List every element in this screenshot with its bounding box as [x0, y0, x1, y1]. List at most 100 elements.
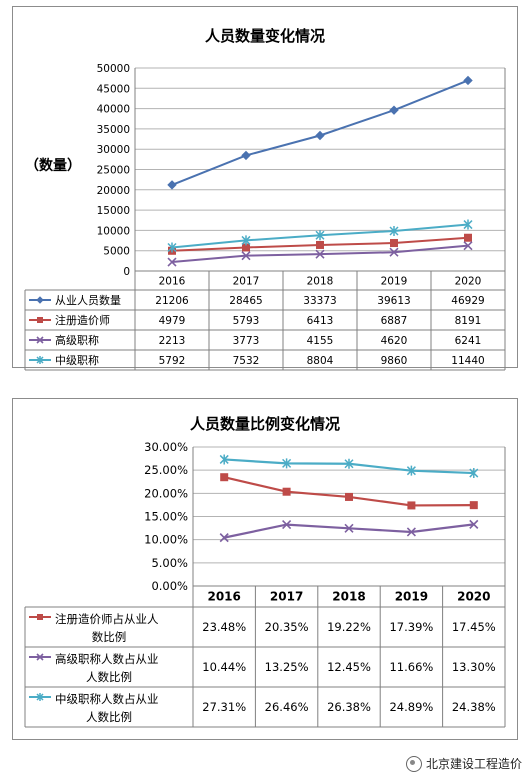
data-point [241, 235, 251, 246]
data-point [282, 520, 292, 530]
legend-label: 中级职称人数占从业 [55, 692, 159, 706]
data-point [344, 458, 354, 469]
data-label: 13.30% [452, 660, 496, 674]
data-point [241, 150, 251, 161]
data-label: 21206 [155, 295, 189, 307]
legend-label: 人数比例 [86, 710, 132, 724]
data-label: 46929 [451, 295, 484, 307]
data-label: 2213 [159, 335, 186, 347]
legend-marker [36, 356, 44, 364]
data-label: 12.45% [327, 660, 371, 674]
legend-marker [36, 653, 44, 661]
data-label: 5793 [233, 315, 260, 327]
x-tick-label: 2016 [207, 590, 240, 604]
x-tick-label: 2020 [457, 590, 490, 604]
legend-label: 注册造价师 [55, 313, 110, 327]
data-label: 24.89% [389, 700, 433, 714]
data-point [389, 247, 399, 257]
data-point [406, 465, 416, 476]
data-label: 33373 [303, 295, 336, 307]
data-point [167, 257, 177, 267]
data-label: 11440 [451, 355, 484, 367]
y-tick-label: 50000 [97, 63, 130, 75]
chart-panel-people-count: 人员数量变化情况 （数量） 50000 45000 40000 35000 30000 2… [12, 6, 518, 371]
x-tick-label: 2018 [332, 590, 365, 604]
data-label: 5792 [159, 355, 186, 367]
wechat-logo-icon [405, 755, 422, 772]
data-point [389, 105, 399, 115]
data-label: 39613 [377, 295, 410, 307]
data-label: 27.31% [202, 700, 246, 714]
data-label: 26.46% [265, 700, 309, 714]
y-tick-label: 40000 [97, 104, 130, 116]
data-point [315, 130, 325, 141]
data-point [464, 233, 472, 242]
y-tick-label: 10000 [97, 225, 130, 237]
legend-label: 人数比例 [86, 670, 132, 684]
x-tick-label: 2017 [233, 276, 260, 288]
watermark-text: 北京建设工程造价 [425, 757, 522, 771]
y-tick-label: 20.00% [144, 486, 188, 500]
data-point [469, 519, 479, 529]
data-point [220, 473, 229, 482]
y-tick-label: 10.00% [144, 533, 188, 547]
data-label: 6241 [455, 335, 482, 347]
data-point [407, 501, 416, 510]
series-line [223, 523, 474, 539]
y-tick-label: 5000 [103, 246, 130, 258]
y-tick-label: 15.00% [144, 510, 188, 524]
watermark: 北京建设工程造价 [405, 755, 522, 772]
legend-label: 从业人员数量 [55, 294, 121, 307]
y-tick-label: 0.00% [151, 579, 188, 593]
x-tick-label: 2020 [455, 276, 482, 288]
data-label: 4155 [307, 335, 334, 347]
data-label: 10.44% [202, 660, 246, 674]
y-tick-label: 20000 [97, 185, 130, 197]
data-label: 7532 [233, 355, 260, 367]
data-point [316, 240, 324, 249]
x-tick-label: 2018 [307, 276, 334, 288]
legend-label: 中级职称 [55, 353, 99, 367]
legend-label: 数比例 [92, 630, 127, 644]
data-point [406, 527, 416, 537]
chart-panel-people-ratio: 人员数量比例变化情况 30.00% 25.00% 20.00% 15.00% 10.00… [12, 398, 518, 740]
y-tick-label: 25000 [97, 165, 130, 177]
data-label: 20.35% [265, 620, 309, 634]
data-label: 8804 [307, 355, 334, 367]
data-point [463, 241, 473, 251]
legend-label: 注册造价师占从业人 [55, 612, 159, 626]
legend-marker [37, 317, 43, 323]
y-tick-label: 0 [123, 266, 130, 278]
x-tick-label: 2017 [270, 590, 303, 604]
y-tick-label: 45000 [97, 83, 130, 95]
chart-title: 人员数量变化情况 [204, 27, 325, 45]
people-count-chart: 5000045000400003500030000250002000015000… [24, 63, 506, 371]
data-point [282, 487, 291, 496]
data-point [463, 75, 473, 86]
data-point [344, 523, 354, 533]
y-tick-label: 15000 [97, 205, 130, 217]
data-point [241, 251, 251, 261]
data-point [315, 249, 325, 259]
x-tick-label: 2019 [381, 276, 408, 288]
data-point [469, 468, 479, 479]
x-tick-label: 2016 [159, 276, 186, 288]
data-label: 4620 [381, 335, 408, 347]
data-label: 11.66% [389, 660, 433, 674]
data-label: 19.22% [327, 620, 371, 634]
data-point [167, 180, 177, 190]
data-label: 13.25% [265, 660, 309, 674]
chart-title: 人员数量比例变化情况 [189, 415, 340, 433]
series-line [223, 476, 474, 507]
legend-label: 高级职称人数占从业 [55, 652, 159, 666]
people-ratio-chart: 30.00% 25.00% 20.00% 15.00% 10.00% 5.00% 0.00%… [24, 440, 506, 728]
data-label: 17.45% [452, 620, 496, 634]
y-tick-label: 30.00% [144, 440, 188, 454]
legend-marker [36, 336, 44, 344]
data-point [282, 458, 292, 469]
y-tick-label: 25.00% [144, 463, 188, 477]
data-point [463, 219, 473, 230]
data-point [345, 492, 353, 501]
data-label: 23.48% [202, 620, 246, 634]
data-label: 9860 [381, 355, 408, 367]
